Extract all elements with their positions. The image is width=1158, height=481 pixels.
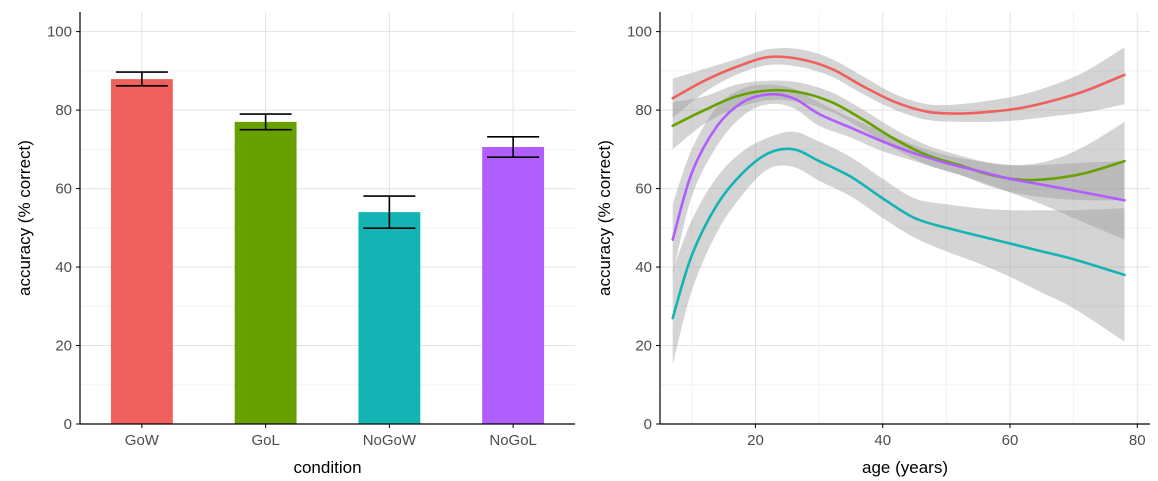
y-tick-label: 0 bbox=[64, 416, 72, 433]
line-chart-x-ticks: 20 40 60 80 bbox=[747, 424, 1146, 449]
y-tick-label: 100 bbox=[627, 24, 652, 41]
y-tick-label: 40 bbox=[635, 259, 652, 276]
bar-gol bbox=[234, 121, 297, 424]
error-bar-gow bbox=[115, 71, 168, 87]
bar-chart-error-bars bbox=[115, 71, 540, 230]
series-line-2 bbox=[671, 88, 1126, 182]
x-tick-label: NoGoW bbox=[363, 432, 417, 449]
y-tick-label: 80 bbox=[635, 102, 652, 119]
y-tick-label: 60 bbox=[55, 181, 72, 198]
x-tick-label: 20 bbox=[747, 432, 764, 449]
series-line-4 bbox=[671, 147, 1126, 320]
y-tick-label: 100 bbox=[47, 24, 72, 41]
y-tick-label: 40 bbox=[55, 259, 72, 276]
bar-chart-x-ticks: GoW GoL NoGoW NoGoL bbox=[125, 424, 537, 449]
bar-nogol bbox=[482, 146, 545, 424]
series-line-1 bbox=[671, 55, 1126, 115]
y-tick-label: 80 bbox=[55, 102, 72, 119]
error-bar-gol bbox=[239, 113, 292, 131]
bar-nogow bbox=[358, 212, 421, 424]
line-chart-x-axis-title: age (years) bbox=[862, 458, 948, 477]
bar-gow bbox=[110, 79, 173, 425]
bar-chart-bars bbox=[110, 79, 545, 425]
x-tick-label: GoW bbox=[125, 432, 160, 449]
y-tick-label: 0 bbox=[644, 416, 652, 433]
x-tick-label: 80 bbox=[1129, 432, 1146, 449]
x-tick-label: GoL bbox=[251, 432, 279, 449]
line-chart-panel: 0 20 40 60 80 100 20 40 60 80 age (years) accura… bbox=[595, 12, 1150, 477]
confidence-band-1 bbox=[672, 47, 1125, 123]
y-tick-label: 60 bbox=[635, 181, 652, 198]
y-tick-label: 20 bbox=[635, 338, 652, 355]
error-bar-nogol bbox=[487, 135, 540, 158]
line-chart-y-ticks: 0 20 40 60 80 100 bbox=[627, 24, 660, 433]
y-tick-label: 20 bbox=[55, 338, 72, 355]
x-tick-label: 40 bbox=[874, 432, 891, 449]
x-tick-label: NoGoL bbox=[489, 432, 537, 449]
x-tick-label: 60 bbox=[1002, 432, 1019, 449]
bar-chart-y-axis-title: accuracy (% correct) bbox=[15, 140, 34, 296]
error-bar-nogow bbox=[363, 195, 416, 230]
line-chart-series-lines bbox=[671, 55, 1126, 320]
line-chart-y-axis-title: accuracy (% correct) bbox=[595, 140, 614, 296]
bar-chart-y-ticks: 0 20 40 60 80 100 bbox=[47, 24, 80, 433]
series-line-3 bbox=[671, 92, 1126, 241]
bar-chart-x-axis-title: condition bbox=[293, 458, 361, 477]
